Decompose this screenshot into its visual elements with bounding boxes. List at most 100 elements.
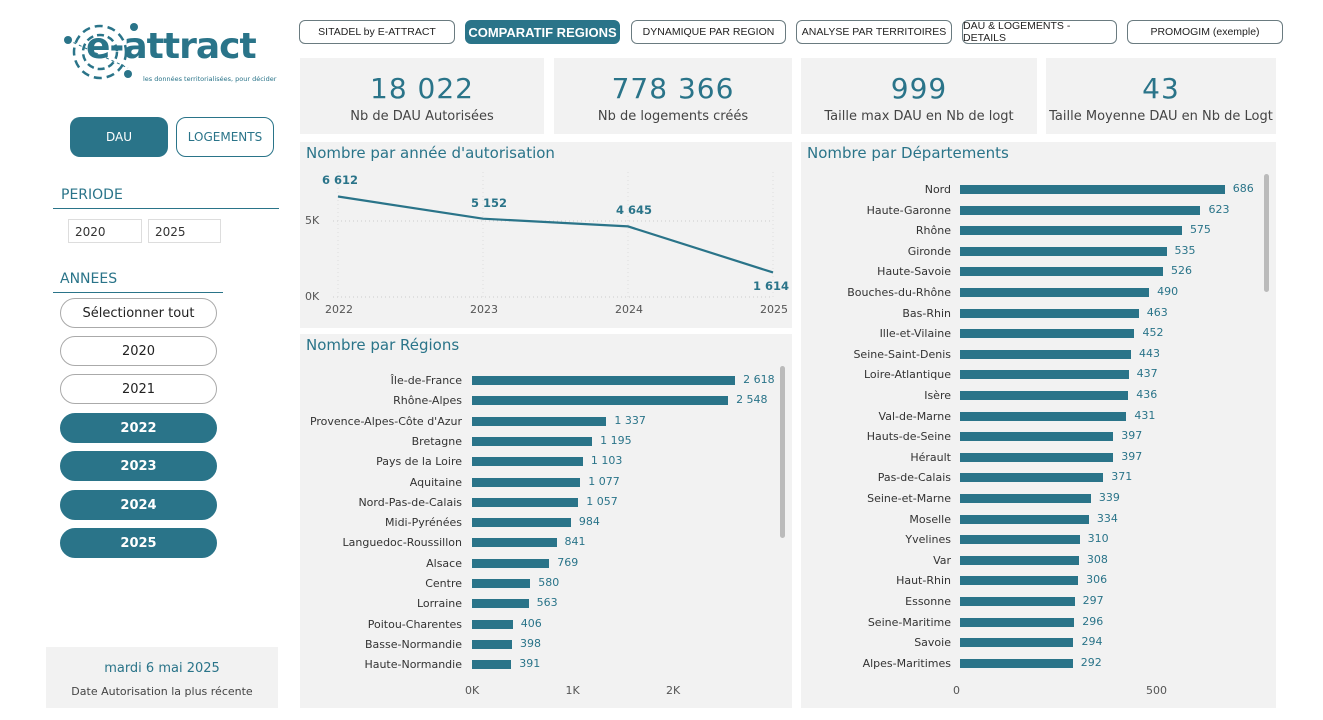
date-value: mardi 6 mai 2025: [104, 661, 220, 676]
bar-value-label: 490: [1157, 285, 1179, 298]
bar-value-label: 437: [1136, 367, 1158, 381]
bar: [472, 457, 583, 467]
bar-label: Île-de-France: [390, 374, 462, 387]
periode-end-input[interactable]: 2025: [148, 219, 221, 243]
bar-value-label: 463: [1146, 305, 1168, 319]
x-tick-label: 1K: [565, 684, 580, 697]
bar-value-label: 398: [519, 636, 541, 650]
bar-label: Val-de-Marne: [878, 409, 951, 423]
x-tick-label: 2023: [470, 303, 498, 316]
bar-label: Yvelines: [905, 533, 951, 547]
nav-analyse-territoires[interactable]: ANALYSE PAR TERRITOIRES: [796, 20, 952, 44]
bar-value-label: 452: [1142, 326, 1164, 340]
year-select-all[interactable]: Sélectionner tout: [60, 298, 217, 328]
line-chart-plot: [333, 172, 774, 298]
departements-scrollbar[interactable]: [1264, 174, 1269, 292]
bar: [960, 597, 1075, 606]
logo-text: e-attract: [86, 26, 257, 67]
bar-value-label: 580: [538, 576, 560, 589]
line-chart-panel: Nombre par année d'autorisation 0K 5K 2022…: [300, 142, 792, 328]
bar: [960, 411, 1127, 421]
year-2025[interactable]: 2025: [60, 528, 217, 558]
bar-label: Rhône: [915, 224, 951, 238]
bar-value-label: 2 618: [743, 373, 775, 386]
annees-title: ANNEES: [60, 271, 118, 287]
date-card: mardi 6 mai 2025 Date Autorisation la pl…: [46, 647, 278, 708]
x-tick-label: 2024: [615, 303, 643, 316]
bar: [472, 558, 550, 568]
bar-value-label: 334: [1096, 511, 1118, 525]
regions-scrollbar[interactable]: [780, 366, 785, 538]
bar: [960, 555, 1079, 565]
nav-promogim[interactable]: PROMOGIM (exemple): [1127, 20, 1283, 44]
nav-dau-logements-details[interactable]: DAU & LOGEMENTS - DETAILS: [962, 20, 1117, 44]
bar-label: Centre: [425, 577, 462, 590]
kpi-label: Nb de logements créés: [597, 109, 749, 124]
logo[interactable]: e-attract les données territorialisées, …: [58, 22, 288, 88]
bar: [472, 416, 607, 426]
y-tick-label: 5K: [305, 214, 320, 227]
bar-value-label: 535: [1174, 243, 1196, 257]
bar-label: Pas-de-Calais: [877, 471, 951, 485]
bar-label: Moselle: [909, 512, 951, 526]
bar: [960, 452, 1114, 462]
logo-tagline: les données territorialisées, pour décid…: [143, 75, 277, 83]
year-2020[interactable]: 2020: [60, 336, 217, 366]
bar-label: Haute-Savoie: [877, 265, 951, 279]
bar-value-label: 297: [1082, 594, 1104, 607]
departements-chart-panel: Nombre par Départements Nord 686 Haute-Gar…: [801, 142, 1276, 708]
bar-label: Nord-Pas-de-Calais: [358, 495, 462, 509]
bar-value-label: 623: [1208, 202, 1230, 216]
bar: [472, 639, 512, 649]
bar-value-label: 397: [1121, 449, 1143, 463]
bar: [472, 396, 729, 406]
year-2022[interactable]: 2022: [60, 413, 217, 443]
nav-sitadel[interactable]: SITADEL by E-ATTRACT: [299, 20, 455, 44]
bar-value-label: 397: [1121, 429, 1143, 443]
kpi-nb-logements: 778 366 Nb de logements créés: [554, 58, 792, 134]
bar: [472, 538, 557, 548]
bar-label: Aquitaine: [409, 475, 462, 489]
nav-comparatif-regions[interactable]: COMPARATIF REGIONS: [465, 20, 620, 44]
bar: [960, 246, 1167, 256]
bar: [960, 576, 1079, 586]
bar-label: Seine-Saint-Denis: [853, 347, 951, 361]
bar-value-label: 310: [1087, 532, 1109, 546]
toggle-dau-button[interactable]: DAU: [70, 117, 168, 157]
kpi-value: 999: [890, 72, 948, 105]
year-2023[interactable]: 2023: [60, 451, 217, 481]
bar-label: Haute-Normandie: [364, 658, 462, 672]
bar-label: Haut-Rhin: [896, 574, 951, 588]
bar: [472, 660, 512, 670]
data-label: 5 152: [471, 195, 508, 210]
date-label: Date Autorisation la plus récente: [71, 685, 253, 698]
bar: [960, 267, 1164, 277]
year-2024[interactable]: 2024: [60, 490, 217, 520]
bar-value-label: 984: [578, 515, 600, 529]
x-tick-label: 0: [953, 684, 960, 697]
kpi-value: 43: [1142, 72, 1180, 105]
kpi-value: 18 022: [370, 72, 474, 105]
bar-value-label: 526: [1171, 264, 1193, 278]
bar-value-label: 2 548: [736, 393, 768, 407]
bar: [960, 494, 1091, 503]
bar: [472, 436, 593, 446]
nav-dynamique-par-region[interactable]: DYNAMIQUE PAR REGION: [631, 20, 786, 44]
annees-divider: [53, 292, 223, 293]
bar-label: Bretagne: [411, 434, 462, 448]
bar-value-label: 308: [1086, 552, 1108, 566]
departements-chart-title: Nombre par Départements: [807, 144, 1009, 162]
bar-label: Alpes-Maritimes: [862, 656, 951, 670]
bar-value-label: 406: [520, 616, 542, 630]
kpi-taille-max: 999 Taille max DAU en Nb de logt: [801, 58, 1037, 134]
bar: [960, 617, 1075, 627]
bar: [960, 473, 1104, 483]
year-2021[interactable]: 2021: [60, 374, 217, 404]
line-series: [337, 195, 774, 274]
bar-label: Alsace: [426, 556, 462, 570]
bar-value-label: 339: [1098, 491, 1120, 504]
toggle-logements-button[interactable]: LOGEMENTS: [176, 117, 274, 157]
bar: [960, 185, 1225, 194]
periode-start-input[interactable]: 2020: [68, 219, 142, 243]
bar-label: Haute-Garonne: [866, 203, 951, 217]
